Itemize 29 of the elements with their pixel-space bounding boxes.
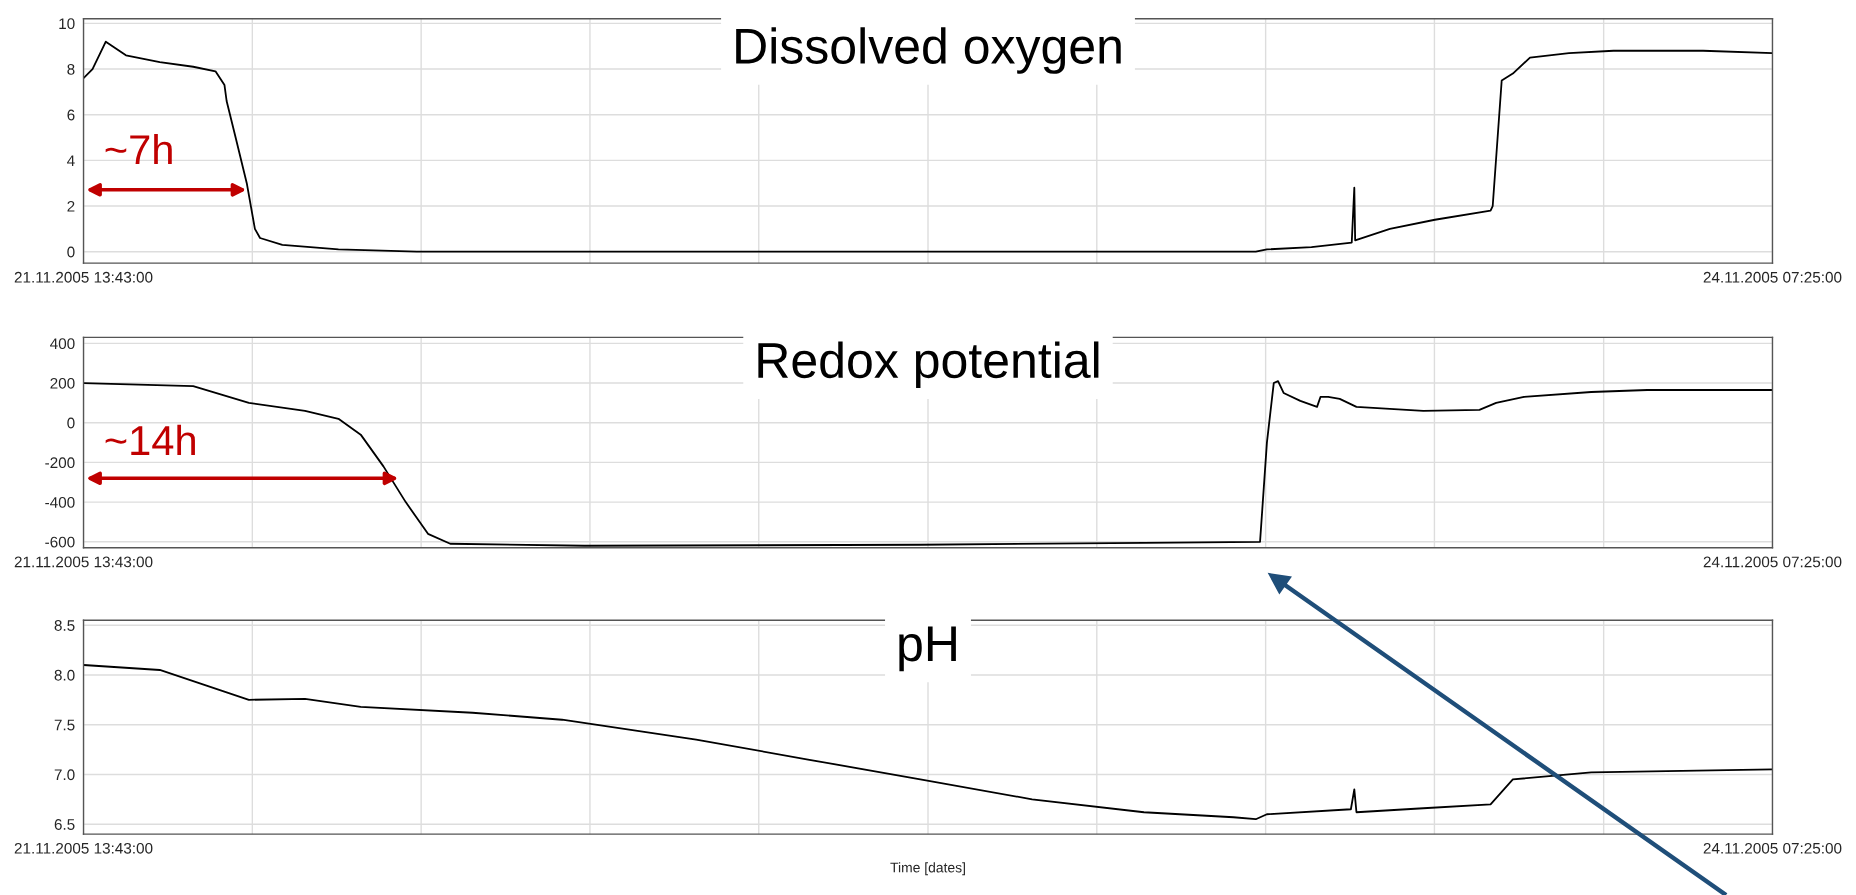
y-tick-label: 7.0	[54, 769, 75, 781]
y-tick-label: 400	[50, 338, 75, 350]
annotation: ~7h	[105, 133, 172, 165]
x-tick-label: 21.11.2005 13:43:00	[14, 842, 153, 854]
y-tick-label: 6.5	[54, 819, 75, 830]
y-tick-label: 2	[67, 200, 75, 212]
x-tick-label: 21.11.2005 13:43:00	[14, 271, 153, 283]
chart-title: pH	[899, 626, 956, 672]
x-tick-label: 24.11.2005 07:25:00	[1703, 842, 1842, 854]
y-tick-label: 0	[67, 417, 75, 429]
x-tick-label: 24.11.2005 07:25:00	[1703, 556, 1842, 568]
y-tick-label: 7.5	[54, 719, 75, 731]
x-tick-label: 21.11.2005 13:43:00	[14, 556, 153, 568]
chart-title: Dissolved oxygen	[736, 27, 1121, 74]
y-tick-label: 0	[67, 246, 75, 258]
x-axis-title: Time [dates]	[890, 862, 965, 876]
y-tick-label: 200	[50, 377, 75, 389]
y-tick-label: 8	[67, 63, 75, 75]
annotation: ~14h	[105, 424, 195, 455]
y-tick-label: 8.0	[54, 669, 75, 681]
y-tick-label: 6	[67, 109, 75, 121]
y-tick-label: -600	[45, 536, 75, 548]
y-tick-label: 8.5	[54, 620, 75, 631]
chart-title: Redox potential	[758, 341, 1099, 389]
y-tick-label: -400	[45, 496, 75, 508]
y-tick-label: -200	[45, 457, 75, 469]
y-tick-label: 4	[67, 155, 75, 166]
y-tick-label: 10	[59, 18, 75, 30]
x-tick-label: 24.11.2005 07:25:00	[1703, 271, 1842, 283]
